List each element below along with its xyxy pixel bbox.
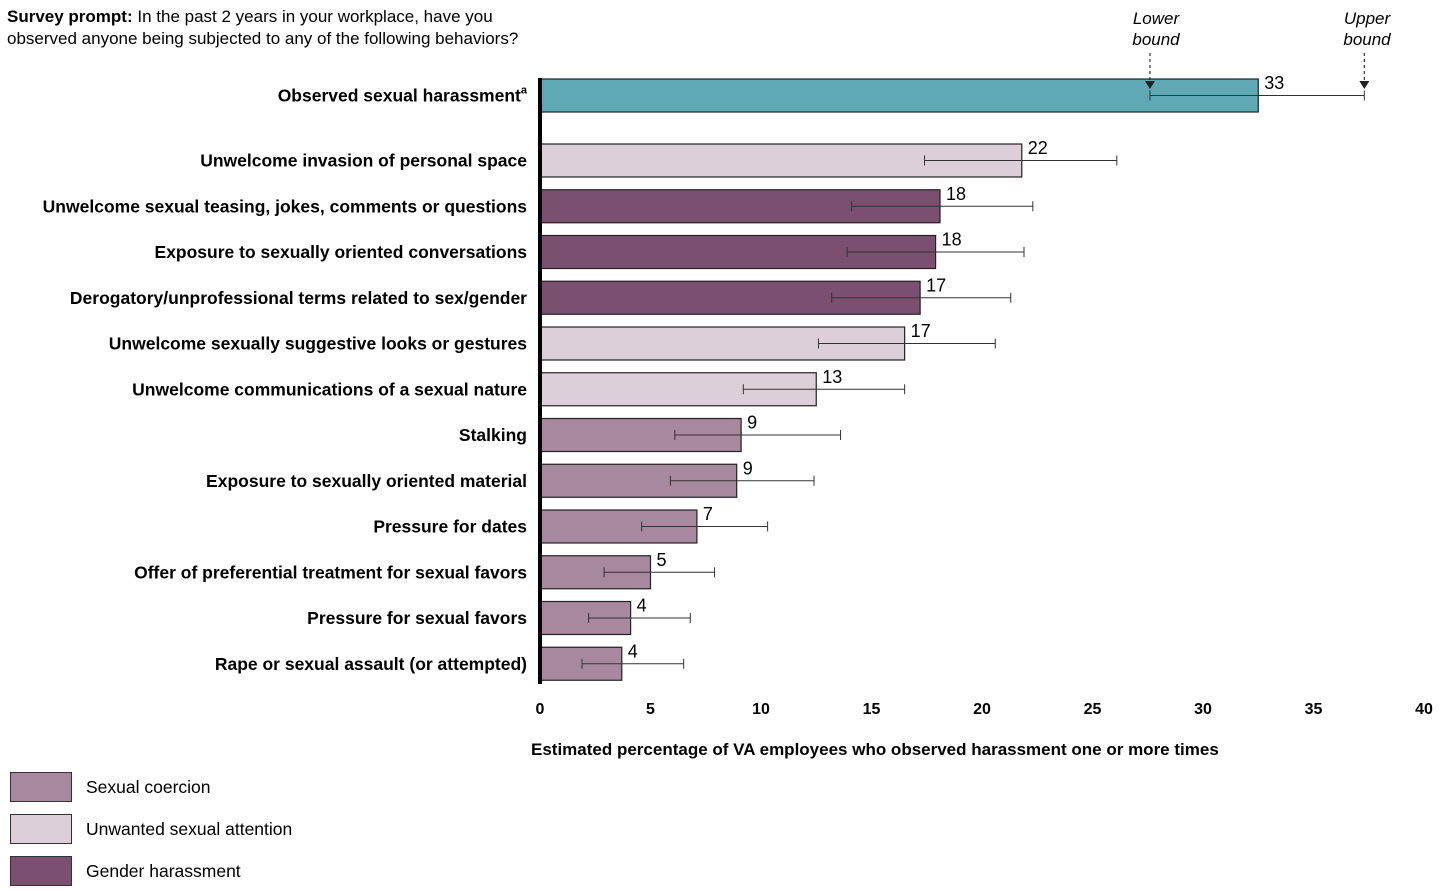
legend-label-unwanted-sexual-attention: Unwanted sexual attention [86, 818, 293, 839]
data-label: 17 [911, 321, 931, 341]
survey-prompt-line2: observed anyone being subjected to any o… [7, 29, 519, 48]
upper-bound-arrow-icon [1359, 81, 1370, 89]
category-label: Stalking [459, 425, 527, 445]
survey-prompt: Survey prompt: In the past 2 years in yo… [7, 6, 518, 50]
category-label: Derogatory/unprofessional terms related … [70, 288, 527, 308]
category-label-superscript: a [521, 85, 528, 97]
category-label: Observed sexual harassmenta [278, 85, 528, 106]
data-label: 22 [1028, 138, 1048, 158]
survey-prompt-label: Survey prompt: [7, 7, 133, 26]
legend-item-gender-harassment: Gender harassment [10, 850, 292, 892]
lower-bound-word1: Lower [1132, 9, 1180, 28]
x-tick-label: 10 [752, 701, 770, 718]
data-label: 18 [946, 184, 966, 204]
x-tick-label: 35 [1305, 701, 1323, 718]
data-label: 7 [703, 504, 713, 524]
x-tick-label: 0 [536, 701, 545, 718]
x-tick-label: 5 [646, 701, 655, 718]
category-label: Rape or sexual assault (or attempted) [215, 654, 527, 674]
legend: Sexual coercion Unwanted sexual attentio… [10, 766, 292, 892]
data-label: 4 [637, 596, 647, 616]
data-label: 18 [942, 230, 962, 250]
x-tick-label: 40 [1415, 701, 1433, 718]
category-label: Unwelcome communications of a sexual nat… [132, 379, 527, 399]
upper-bound-label: Upper bound [1327, 8, 1407, 50]
legend-swatch-sexual-coercion [10, 772, 72, 802]
upper-bound-word1: Upper [1343, 9, 1391, 28]
data-label: 17 [926, 275, 946, 295]
category-label: Unwelcome sexually suggestive looks or g… [109, 334, 527, 354]
data-label: 9 [743, 458, 753, 478]
data-label: 9 [747, 413, 757, 433]
data-label: 5 [657, 550, 667, 570]
legend-label-gender-harassment: Gender harassment [86, 860, 241, 881]
category-label: Pressure for sexual favors [307, 608, 527, 628]
lower-bound-label: Lower bound [1116, 8, 1196, 50]
legend-item-unwanted-sexual-attention: Unwanted sexual attention [10, 808, 292, 850]
category-label: Pressure for dates [373, 517, 527, 537]
survey-prompt-line1: In the past 2 years in your workplace, h… [132, 7, 493, 26]
upper-bound-word2: bound [1343, 30, 1391, 49]
lower-bound-arrow-icon [1144, 81, 1155, 89]
category-label: Exposure to sexually oriented material [206, 471, 527, 491]
category-label: Unwelcome sexual teasing, jokes, comment… [43, 196, 528, 216]
lower-bound-word2: bound [1132, 30, 1180, 49]
legend-item-sexual-coercion: Sexual coercion [10, 766, 292, 808]
legend-label-sexual-coercion: Sexual coercion [86, 776, 211, 797]
x-tick-label: 25 [1084, 701, 1102, 718]
category-label: Unwelcome invasion of personal space [200, 151, 527, 171]
x-tick-label: 30 [1194, 701, 1212, 718]
bar [539, 78, 1259, 113]
x-axis-label: Estimated percentage of VA employees who… [531, 740, 1219, 759]
data-label: 13 [822, 367, 842, 387]
x-tick-label: 15 [863, 701, 881, 718]
data-label: 4 [628, 641, 638, 661]
legend-swatch-unwanted-sexual-attention [10, 814, 72, 844]
data-label: 33 [1264, 73, 1284, 93]
x-tick-label: 20 [973, 701, 991, 718]
category-label: Offer of preferential treatment for sexu… [134, 562, 527, 582]
category-label: Exposure to sexually oriented conversati… [155, 242, 528, 262]
